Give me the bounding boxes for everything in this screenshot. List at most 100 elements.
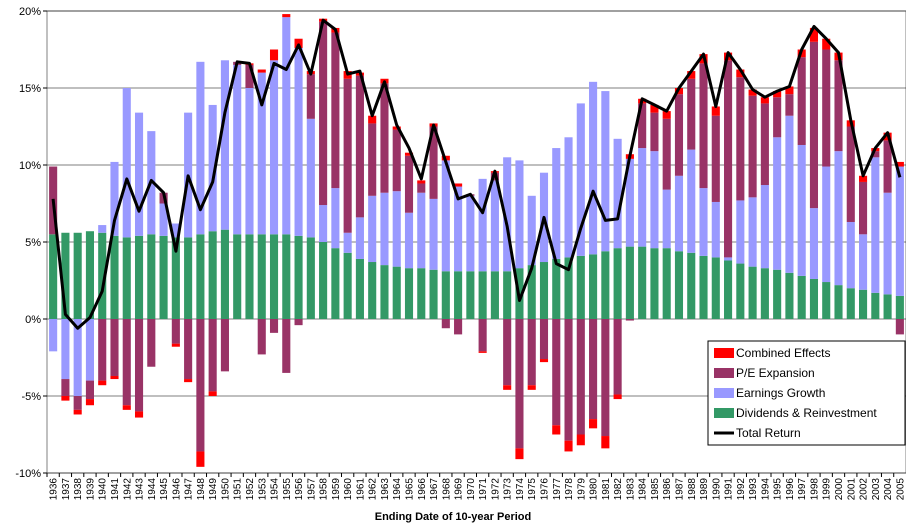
x-tick-label: 1988 bbox=[687, 478, 698, 501]
x-tick-label: 1961 bbox=[355, 478, 366, 501]
y-tick-label: -5% bbox=[21, 391, 41, 403]
x-tick-label: 1958 bbox=[319, 478, 330, 501]
bar-segment bbox=[380, 265, 389, 319]
bar-segment bbox=[319, 242, 328, 319]
x-tick-label: 1995 bbox=[773, 478, 784, 501]
bar-segment bbox=[85, 319, 94, 381]
bar-segment bbox=[233, 234, 242, 319]
bar-segment bbox=[699, 63, 708, 189]
x-tick-label: 1954 bbox=[270, 478, 281, 501]
x-tick-label: 1976 bbox=[539, 478, 550, 501]
bar-segment bbox=[650, 104, 659, 113]
x-tick-label: 1974 bbox=[515, 478, 526, 501]
bar-segment bbox=[564, 440, 573, 452]
x-tick-label: 1968 bbox=[441, 478, 452, 501]
bar-segment bbox=[662, 189, 671, 249]
bar-segment bbox=[319, 21, 328, 206]
bar-segment bbox=[785, 115, 794, 273]
bar-segment bbox=[73, 319, 82, 396]
bar-segment bbox=[429, 269, 438, 319]
bar-segment bbox=[110, 161, 119, 236]
bar-segment bbox=[576, 255, 585, 319]
bar-segment bbox=[662, 118, 671, 190]
x-tick-label: 1946 bbox=[171, 478, 182, 501]
x-axis-title: Ending Date of 10-year Period bbox=[375, 511, 531, 523]
bar-segment bbox=[895, 319, 904, 335]
x-tick-label: 2004 bbox=[883, 478, 894, 501]
x-tick-label: 1944 bbox=[147, 478, 158, 501]
bar-segment bbox=[809, 208, 819, 279]
legend-label: P/E Expansion bbox=[736, 366, 815, 380]
bar-segment bbox=[208, 231, 217, 319]
bar-segment bbox=[625, 319, 634, 321]
bar-segment bbox=[417, 183, 426, 193]
bar-segment bbox=[478, 319, 487, 352]
bar-segment bbox=[822, 49, 831, 167]
bar-segment bbox=[638, 148, 647, 247]
x-tick-label: 1993 bbox=[748, 478, 759, 501]
bar-segment bbox=[809, 41, 819, 209]
bar-segment bbox=[73, 409, 82, 415]
x-tick-label: 1991 bbox=[724, 478, 735, 501]
bar-segment bbox=[883, 192, 892, 295]
x-tick-label: 1963 bbox=[380, 478, 391, 501]
bar-segment bbox=[711, 106, 720, 116]
bar-segment bbox=[846, 126, 855, 222]
bar-segment bbox=[368, 115, 377, 124]
bar-segment bbox=[282, 234, 291, 319]
bar-segment bbox=[699, 188, 708, 256]
bar-segment bbox=[503, 271, 512, 319]
bar-segment bbox=[589, 419, 598, 429]
bar-segment bbox=[220, 229, 229, 319]
bar-segment bbox=[724, 260, 733, 319]
x-tick-label: 1969 bbox=[454, 478, 465, 501]
bar-segment bbox=[49, 319, 58, 352]
bar-segment bbox=[61, 232, 70, 319]
bar-segment bbox=[171, 319, 180, 344]
bar-segment bbox=[331, 248, 340, 319]
bar-segment bbox=[736, 69, 745, 78]
bar-segment bbox=[368, 123, 377, 196]
bar-segment bbox=[257, 319, 266, 355]
x-tick-label: 1956 bbox=[294, 478, 305, 501]
bar-segment bbox=[822, 282, 831, 319]
bar-segment bbox=[171, 223, 180, 238]
bar-segment bbox=[478, 271, 487, 319]
bar-segment bbox=[724, 60, 733, 258]
bar-segment bbox=[368, 195, 377, 263]
bar-segment bbox=[822, 166, 831, 283]
bar-segment bbox=[638, 103, 647, 149]
y-tick-label: 5% bbox=[25, 237, 41, 249]
bar-segment bbox=[122, 405, 131, 410]
legend-label: Dividends & Reinvestment bbox=[736, 406, 877, 420]
bar-segment bbox=[61, 379, 70, 396]
bar-segment bbox=[208, 391, 217, 396]
x-tick-label: 2000 bbox=[834, 478, 845, 501]
x-tick-label: 2005 bbox=[895, 478, 906, 501]
bar-segment bbox=[552, 319, 561, 426]
x-tick-label: 1948 bbox=[196, 478, 207, 501]
bar-segment bbox=[736, 263, 745, 319]
x-tick-label: 2002 bbox=[859, 478, 870, 501]
legend-label: Combined Effects bbox=[736, 346, 831, 360]
bar-segment bbox=[49, 234, 58, 319]
bar-segment bbox=[662, 111, 671, 119]
x-tick-label: 1945 bbox=[159, 478, 170, 501]
bar-segment bbox=[601, 91, 610, 252]
bar-segment bbox=[748, 89, 757, 96]
bar-segment bbox=[282, 17, 291, 235]
bar-segment bbox=[110, 375, 119, 380]
x-tick-label: 1960 bbox=[343, 478, 354, 501]
bar-segment bbox=[503, 319, 512, 386]
bar-segment bbox=[589, 81, 598, 255]
x-tick-label: 1970 bbox=[466, 478, 477, 501]
bar-segment bbox=[245, 88, 254, 235]
bar-segment bbox=[171, 343, 180, 347]
bar-segment bbox=[736, 200, 745, 264]
bar-segment bbox=[98, 225, 107, 233]
bar-segment bbox=[355, 75, 364, 218]
bar-segment bbox=[61, 319, 70, 380]
x-tick-label: 1942 bbox=[122, 478, 133, 501]
bar-segment bbox=[662, 248, 671, 319]
bar-segment bbox=[515, 160, 524, 269]
